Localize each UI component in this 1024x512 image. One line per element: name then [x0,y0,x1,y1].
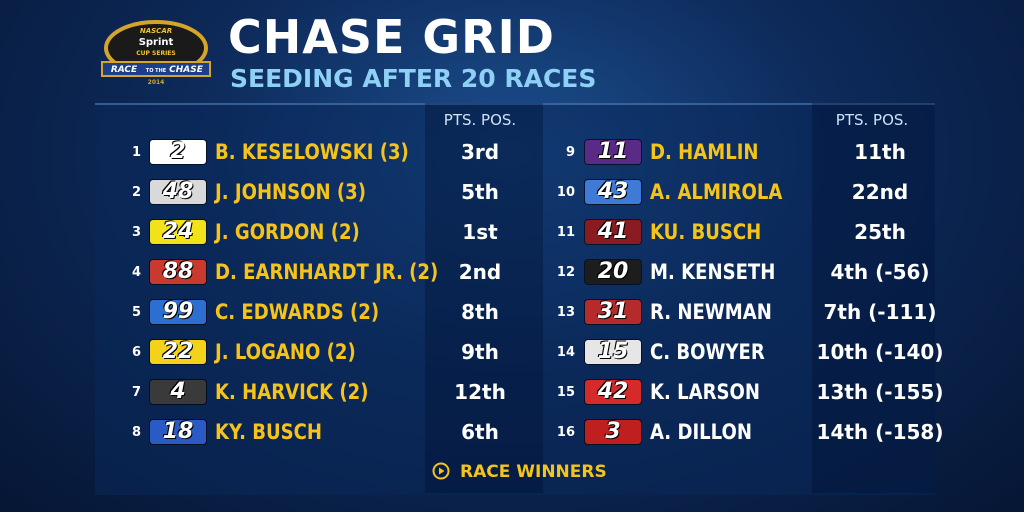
logo-series: CUP SERIES [136,50,175,57]
points-position: 3rd [460,140,500,164]
points-position: 22nd [851,180,909,204]
logo-event: TO THE [146,68,167,74]
logo-sponsor: Sprint [139,37,174,48]
column-band [812,103,935,493]
driver-name: A. ALMIROLA [650,180,783,204]
car-number: 15 [585,340,641,364]
seed: 7 [131,385,141,400]
points-position: 8th [461,300,499,324]
driver-name: C. EDWARDS (2) [215,300,380,324]
column-header: PTS. POS. [443,111,517,129]
car-number: 31 [585,300,641,324]
points-position: 5th [461,180,499,204]
seed: 6 [131,345,141,360]
points-position: 25th [854,220,906,244]
driver-name: C. BOWYER [650,340,765,364]
car-number: 3 [585,420,641,444]
points-position: 2nd [458,260,502,284]
driver-name: KY. BUSCH [215,420,323,444]
seed: 9 [565,145,575,160]
logo-event: CHASE [169,65,204,75]
seed: 5 [131,305,141,320]
points-position: 1st [462,220,498,244]
seed: 15 [556,385,575,400]
seed: 1 [131,145,141,160]
car-number: 2 [150,140,206,164]
seed: 14 [556,345,575,360]
seed: 16 [556,425,575,440]
seed: 4 [131,265,141,280]
driver-name: B. KESELOWSKI (3) [215,140,409,164]
points-position: 12th [454,380,506,404]
driver-name: J. LOGANO (2) [215,340,356,364]
car-number: 4 [150,380,206,404]
play-icon [432,462,450,480]
column-header: PTS. POS. [835,111,909,129]
car-number: 42 [585,380,641,404]
points-position: 9th [461,340,499,364]
driver-name: K. LARSON [650,380,761,404]
logo-year: 2014 [148,79,165,86]
car-number: 22 [150,340,206,364]
car-number: 48 [150,180,206,204]
points-position: 11th [854,140,906,164]
car-number: 24 [150,220,206,244]
driver-name: J. GORDON (2) [215,220,360,244]
car-number: 99 [150,300,206,324]
logo-brand: NASCAR [140,27,172,35]
driver-name: D. EARNHARDT JR. (2) [215,260,439,284]
points-position: 14th (-158) [816,420,944,444]
title: CHASE GRID [228,10,555,64]
car-number: 20 [585,260,641,284]
seed: 2 [131,185,141,200]
car-number: 41 [585,220,641,244]
car-number: 43 [585,180,641,204]
car-number: 18 [150,420,206,444]
points-position: 7th (-111) [823,300,937,324]
seed: 12 [556,265,575,280]
points-position: 6th [461,420,499,444]
column-band [425,103,543,493]
driver-name: R. NEWMAN [650,300,772,324]
driver-name: J. JOHNSON (3) [215,180,367,204]
seed: 10 [556,185,575,200]
points-position: 10th (-140) [816,340,944,364]
driver-name: D. HAMLIN [650,140,759,164]
points-position: 4th (-56) [830,260,930,284]
logo: NASCAR Sprint CUP SERIES RACE TO THE CHA… [101,20,211,86]
car-number: 88 [150,260,206,284]
panel [95,103,935,495]
subtitle: SEEDING AFTER 20 RACES [230,64,597,93]
driver-name: K. HARVICK (2) [215,380,369,404]
driver-name: A. DILLON [650,420,753,444]
driver-name: M. KENSETH [650,260,776,284]
points-position: 13th (-155) [816,380,944,404]
car-number: 11 [585,140,641,164]
driver-name: KU. BUSCH [650,220,762,244]
legend-label: RACE WINNERS [460,462,607,482]
seed: 13 [556,305,575,320]
logo-event: RACE [111,65,138,75]
seed: 3 [131,225,141,240]
seed: 11 [556,225,575,240]
seed: 8 [131,425,141,440]
